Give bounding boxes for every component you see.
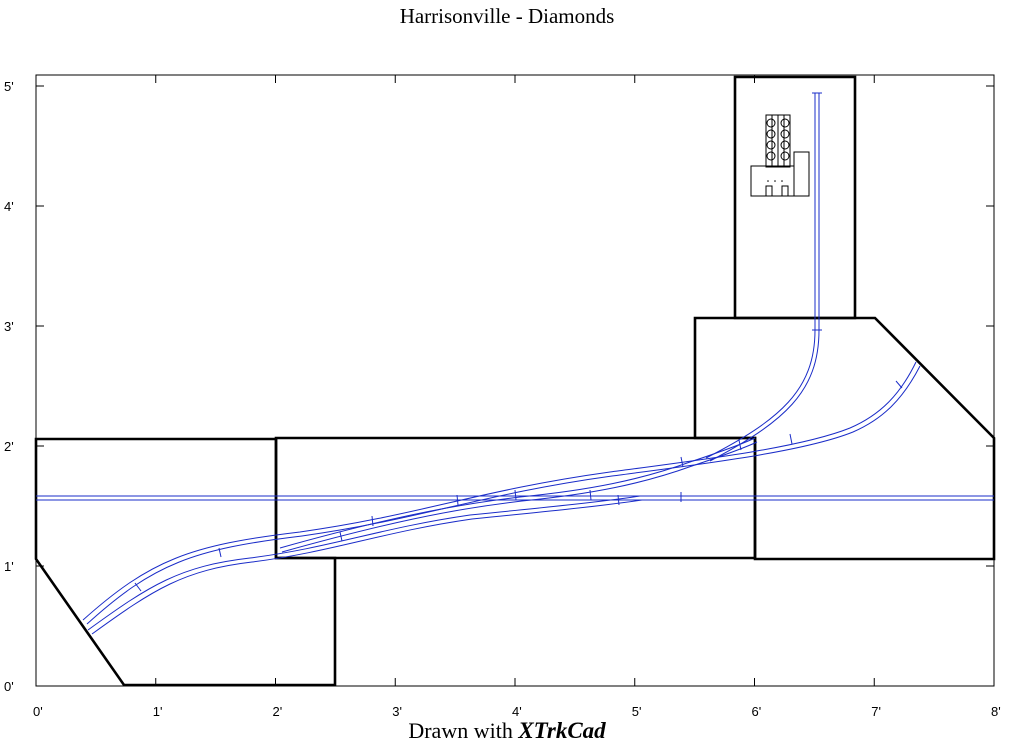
plan-title: Harrisonville - Diamonds [399,4,615,28]
tank-icon [780,151,790,161]
lower-diagonal-track [87,495,641,631]
tank-icon [766,151,776,161]
y-axis-tick-label: 0' [4,679,14,694]
upper-diagonal-track [82,361,917,621]
axis-ticks: 0' 1' 2' 3' 4' 5' 6' 7' 8' 0' 1' 2' 3' 4' 5' [4,75,1001,719]
x-axis-tick-label: 0' [33,704,43,719]
y-axis-tick-label: 1' [4,559,14,574]
x-axis-tick-label: 8' [991,704,1001,719]
x-axis-tick-label: 5' [632,704,642,719]
y-axis-tick-label: 4' [4,199,14,214]
footer-prefix: Drawn with [408,718,519,743]
x-axis-tick-label: 1' [153,704,163,719]
y-axis-tick-label: 3' [4,319,14,334]
track-joints [134,92,903,592]
benchwork-peninsula [733,75,857,320]
tank-icon [780,129,790,139]
x-axis-tick-label: 4' [512,704,522,719]
tank-icon [780,118,790,128]
x-axis-tick-label: 2' [273,704,283,719]
x-axis-tick-label: 7' [871,704,881,719]
crossing-diagonal-track [279,437,756,549]
plan-frame [35,74,995,687]
tank-icon [780,140,790,150]
x-axis-tick-label: 3' [392,704,402,719]
y-axis-tick-label: 2' [4,439,14,454]
tank-icon [766,129,776,139]
benchwork [34,75,996,687]
tank-icon [766,118,776,128]
footer-credit: Drawn with XTrkCad [0,718,1014,744]
industry-door [781,185,789,197]
tank-icon [766,140,776,150]
industry-annex [793,151,810,197]
x-axis-tick-label: 6' [752,704,762,719]
footer-app-name: XTrkCad [518,718,606,743]
industry-structure [750,114,810,197]
track-network [36,92,994,635]
industry-spur-track [705,93,816,459]
benchwork-right-section [693,316,996,561]
benchwork-left-section [34,437,337,687]
industry-door [765,185,773,197]
y-axis-tick-label: 5' [4,79,14,94]
